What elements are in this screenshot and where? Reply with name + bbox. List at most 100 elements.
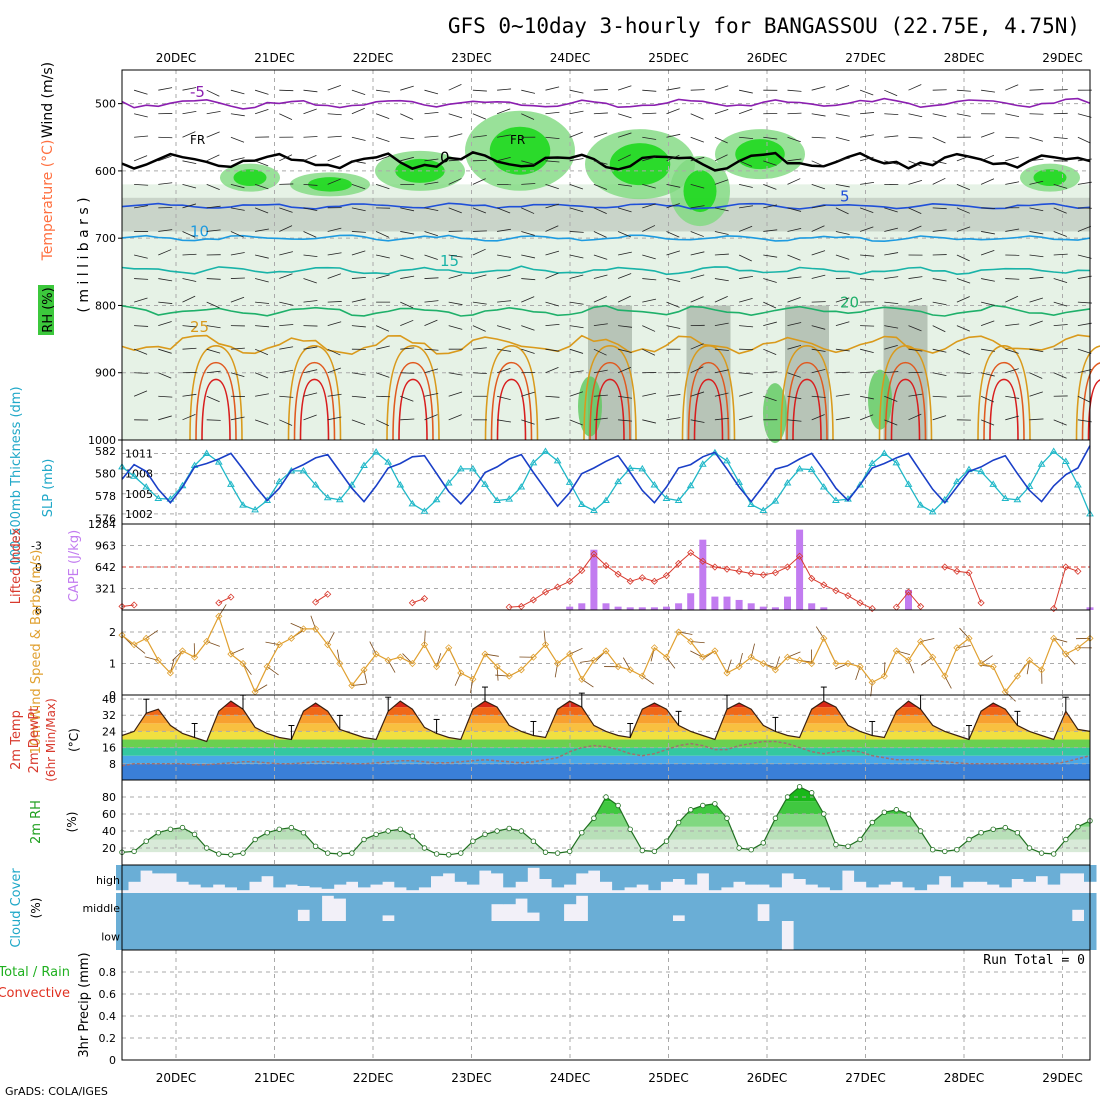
wind-barb <box>1053 301 1068 307</box>
wind-barb <box>375 155 390 162</box>
li-point <box>941 563 949 571</box>
wind-barb <box>1005 415 1019 421</box>
wind-barb <box>787 158 802 162</box>
wind-barb <box>521 231 535 236</box>
rh-point <box>554 850 561 856</box>
wind-speed-point <box>638 672 646 680</box>
temp-tick-label: 16 <box>102 742 116 755</box>
wind-barb <box>908 325 922 332</box>
cloud-cell <box>878 893 891 921</box>
cloud-cell <box>527 893 540 913</box>
slp-point <box>1074 481 1082 488</box>
rh-point <box>893 807 900 813</box>
wind-barb <box>351 183 366 190</box>
wind-barb <box>908 225 922 232</box>
wind-speed-point <box>348 681 356 690</box>
cloud-cell <box>842 865 855 871</box>
wind-barb <box>569 231 584 233</box>
slp-point <box>299 466 308 474</box>
cloud-cell <box>963 865 976 882</box>
wind-speed-point <box>856 663 864 671</box>
cloud-cell <box>212 865 226 885</box>
cloud-cell <box>454 865 468 882</box>
wind-barb <box>158 301 173 304</box>
cloud-cell <box>551 893 565 921</box>
wind-barb <box>351 207 366 212</box>
wind-barb <box>254 372 269 379</box>
wind-barb <box>424 319 438 327</box>
cloud-unit-label: (%) <box>29 898 43 919</box>
rh-point <box>748 847 754 853</box>
wind-barb <box>714 253 729 256</box>
rh-point <box>482 831 488 838</box>
rh-point <box>627 826 633 832</box>
slp-point <box>686 481 695 489</box>
wind-barb <box>1029 418 1044 421</box>
rh-point <box>603 794 609 800</box>
wind-barb <box>1005 156 1019 162</box>
li-point <box>638 574 646 582</box>
wind-speed-point <box>312 625 320 633</box>
cloud-cell <box>987 921 1000 950</box>
cloud-cell <box>975 865 988 882</box>
cloud-cell <box>212 921 226 950</box>
cloud-cell <box>696 921 710 950</box>
rh-tick-label: 20 <box>102 842 116 855</box>
wind-barb <box>714 136 728 144</box>
cape-tick-label: 642 <box>95 561 116 574</box>
wind-speed-point <box>590 656 598 664</box>
wind-speed-point <box>420 641 429 649</box>
wind-barb <box>327 393 342 397</box>
cloud-cell <box>454 921 468 950</box>
cape-bar <box>590 549 598 610</box>
slp-point <box>723 456 731 464</box>
wind-barb <box>158 278 173 282</box>
wind-barb <box>158 182 173 185</box>
wind-barb <box>617 207 632 213</box>
wind-barb <box>497 134 511 138</box>
wind-barb <box>279 207 293 213</box>
isotherm-line <box>121 151 1091 172</box>
wind-barb <box>206 395 220 403</box>
cloud-cell <box>890 893 903 921</box>
wind-barb <box>787 322 802 327</box>
wind-barb <box>617 113 632 119</box>
wind-barb <box>569 158 584 162</box>
rh-point <box>663 838 670 844</box>
cloud-cell <box>878 865 891 885</box>
cloud-cell <box>902 865 915 888</box>
wind-barb <box>835 297 850 303</box>
wind-barb <box>158 229 173 232</box>
cloud-cell <box>757 865 770 885</box>
cloud-cell <box>684 893 698 921</box>
temp2m-panel: 8 16 24 32 40 2m Temp 2m DewPt (6hr Min/Max) (°C… <box>9 686 1091 782</box>
wind-barb <box>569 419 583 426</box>
wind-barb <box>133 297 148 303</box>
wind-barb <box>279 251 293 256</box>
temp-unit-label: (°C) <box>67 728 81 752</box>
wind-barb <box>811 250 826 256</box>
slp-point <box>420 507 429 514</box>
wind-speed-point <box>796 656 804 664</box>
temp-tick-label: 32 <box>102 709 116 722</box>
cloud-cell <box>1011 865 1024 879</box>
cloud-cell <box>926 893 940 921</box>
wind-barb <box>158 321 172 327</box>
li-point <box>602 562 610 570</box>
wind-barb <box>182 253 197 256</box>
cloud-cell <box>418 893 431 921</box>
slp-point <box>1025 482 1034 489</box>
slp-point <box>432 495 441 503</box>
cloud-cell <box>672 893 686 916</box>
temp-axis-label: 2m Temp <box>9 710 24 770</box>
li-point <box>227 593 235 601</box>
wind-barb <box>1077 322 1092 327</box>
wind-barb <box>472 372 487 375</box>
wind-barb <box>569 183 584 190</box>
cape-bar <box>796 529 804 610</box>
wind-barb <box>642 183 656 189</box>
cloud-cell <box>249 865 262 882</box>
wind-barb <box>690 136 704 143</box>
wind-barb <box>497 348 511 352</box>
rh-point <box>917 828 924 834</box>
